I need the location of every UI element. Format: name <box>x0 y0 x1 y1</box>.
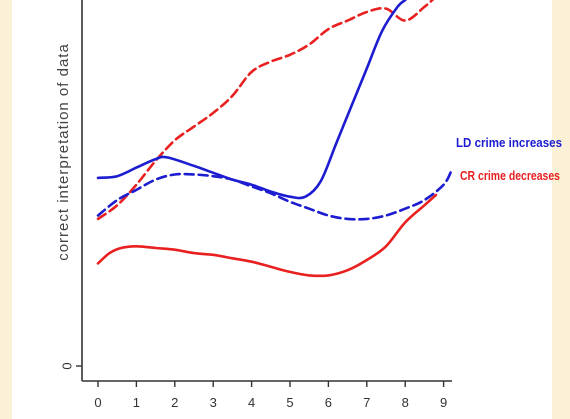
x-tick-label: 6 <box>325 395 332 410</box>
y-axis-label: correct interpretation of data <box>55 43 72 261</box>
plot-panel <box>12 0 552 419</box>
x-tick-label: 8 <box>402 395 409 410</box>
y-tick-label: 0 <box>59 362 74 369</box>
series-line-red-dashed <box>96 0 435 221</box>
annotation-ld-crime-increases: LD crime increases <box>456 136 562 150</box>
x-tick-label: 7 <box>363 395 370 410</box>
series-layer <box>96 0 453 278</box>
x-tick-label: 4 <box>248 395 255 410</box>
x-tick-label: 3 <box>210 395 217 410</box>
y-ticks: 0 <box>59 362 82 370</box>
x-tick-label: 1 <box>133 395 140 410</box>
axes <box>81 0 452 382</box>
series-line-blue-dashed <box>96 169 453 221</box>
x-tick-label: 2 <box>171 395 178 410</box>
x-ticks: 0 1 2 3 4 5 6 7 8 9 <box>94 381 447 410</box>
x-tick-label: 5 <box>286 395 293 410</box>
series-line-blue-solid <box>96 0 407 200</box>
x-tick-label: 0 <box>94 395 101 410</box>
series-line-red-solid <box>96 193 438 278</box>
x-tick-label: 9 <box>440 395 447 410</box>
annotation-cr-crime-decreases: CR crime decreases <box>460 169 560 183</box>
